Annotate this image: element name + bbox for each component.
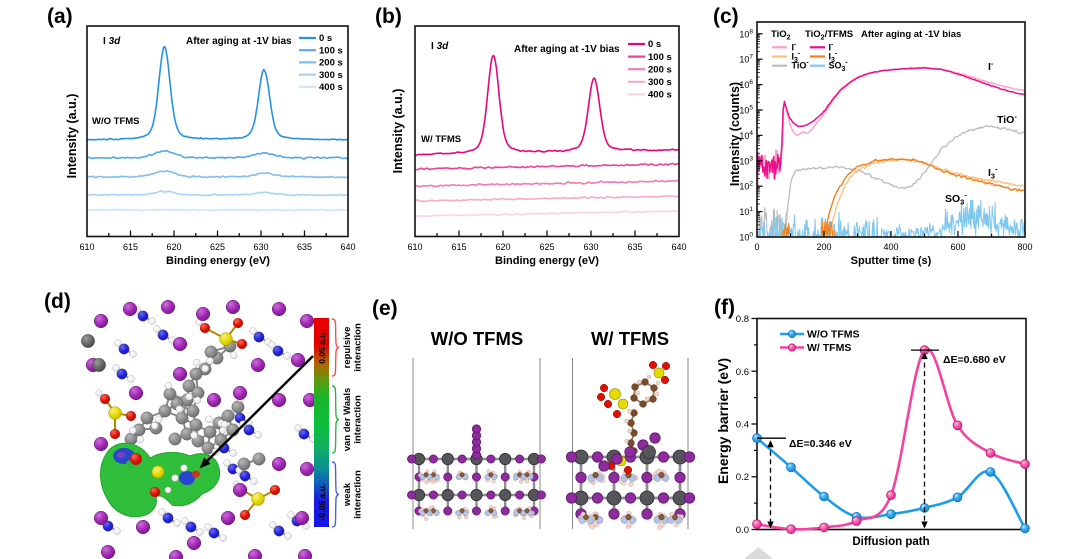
svg-text:Intensity (counts): Intensity (counts) <box>728 82 742 186</box>
svg-text:635: 635 <box>297 242 312 252</box>
svg-text:After aging at -1V bias: After aging at -1V bias <box>514 44 620 55</box>
svg-text:625: 625 <box>210 242 225 252</box>
svg-text:(c): (c) <box>713 5 739 28</box>
svg-text:620: 620 <box>495 242 510 252</box>
svg-text:(d): (d) <box>44 290 71 313</box>
svg-text:ΔE=0.680 eV: ΔE=0.680 eV <box>943 354 1006 366</box>
svg-text:400: 400 <box>883 242 898 252</box>
svg-text:630: 630 <box>583 242 598 252</box>
svg-text:105: 105 <box>739 105 753 116</box>
svg-text:weak: weak <box>342 482 353 507</box>
svg-text:TiO-: TiO- <box>997 112 1017 126</box>
svg-text:0.4: 0.4 <box>736 420 749 431</box>
svg-text:interaction: interaction <box>353 323 364 372</box>
svg-text:101: 101 <box>739 206 753 217</box>
svg-text:400 s: 400 s <box>648 90 672 101</box>
svg-text:0: 0 <box>754 242 759 252</box>
svg-text:I-: I- <box>988 59 994 73</box>
svg-text:(b): (b) <box>375 5 402 28</box>
svg-text:W/O TFMS: W/O TFMS <box>431 328 523 349</box>
svg-text:200 s: 200 s <box>648 64 672 75</box>
svg-text:W/O TFMS: W/O TFMS <box>807 329 860 341</box>
svg-text:0.6: 0.6 <box>736 367 749 378</box>
svg-text:300 s: 300 s <box>648 77 672 88</box>
svg-text:108: 108 <box>739 28 753 39</box>
svg-text:repulsive: repulsive <box>342 327 353 369</box>
svg-text:Intensity (a.u.): Intensity (a.u.) <box>65 94 79 179</box>
svg-text:300 s: 300 s <box>319 70 343 81</box>
svg-text:(a): (a) <box>47 5 73 28</box>
svg-text:102: 102 <box>739 181 753 192</box>
svg-text:106: 106 <box>739 79 753 90</box>
svg-text:640: 640 <box>340 242 355 252</box>
svg-text:200: 200 <box>816 242 831 252</box>
svg-text:200 s: 200 s <box>319 58 343 69</box>
svg-text:100 s: 100 s <box>319 45 343 56</box>
svg-text:635: 635 <box>627 242 642 252</box>
svg-text:W/ TFMS: W/ TFMS <box>421 134 461 145</box>
svg-text:interaction: interaction <box>353 470 364 519</box>
svg-text:615: 615 <box>123 242 138 252</box>
svg-text:I 3d: I 3d <box>431 41 449 52</box>
svg-text:van der Waals: van der Waals <box>342 388 353 452</box>
svg-text:0.8: 0.8 <box>736 314 749 325</box>
svg-text:W/ TFMS: W/ TFMS <box>591 328 669 349</box>
svg-text:SO3-: SO3- <box>945 191 967 207</box>
svg-text:100: 100 <box>739 232 753 243</box>
svg-text:0.05 a.u.: 0.05 a.u. <box>317 330 327 364</box>
svg-text:100 s: 100 s <box>648 52 672 63</box>
svg-text:I3-: I3- <box>988 165 998 181</box>
svg-text:Sputter time (s): Sputter time (s) <box>851 255 932 267</box>
svg-text:Binding energy (eV): Binding energy (eV) <box>495 255 599 267</box>
svg-text:TiO-: TiO- <box>792 60 810 71</box>
svg-text:800: 800 <box>1017 242 1032 252</box>
svg-text:0.2: 0.2 <box>736 472 749 483</box>
svg-text:600: 600 <box>950 242 965 252</box>
svg-text:After aging at -1V bias: After aging at -1V bias <box>861 29 961 40</box>
svg-text:W/ TFMS: W/ TFMS <box>807 342 851 354</box>
svg-text:I3-: I3- <box>792 51 801 65</box>
svg-text:Energy barrier (eV): Energy barrier (eV) <box>715 358 731 484</box>
svg-text:I-: I- <box>829 41 835 52</box>
svg-text:620: 620 <box>166 242 181 252</box>
svg-text:630: 630 <box>253 242 268 252</box>
svg-text:Binding energy (eV): Binding energy (eV) <box>166 255 270 267</box>
svg-text:0 s: 0 s <box>648 39 661 50</box>
svg-text:625: 625 <box>539 242 554 252</box>
svg-text:615: 615 <box>451 242 466 252</box>
svg-text:610: 610 <box>407 242 422 252</box>
svg-text:103: 103 <box>739 155 753 166</box>
svg-text:104: 104 <box>739 130 753 141</box>
svg-text:107: 107 <box>739 54 753 65</box>
svg-text:TiO2/TFMS: TiO2/TFMS <box>805 29 853 42</box>
svg-text:0.0: 0.0 <box>736 525 749 536</box>
svg-text:Diffusion path: Diffusion path <box>852 536 929 548</box>
svg-text:(e): (e) <box>372 297 398 320</box>
svg-text:-0.05 a.u.: -0.05 a.u. <box>317 484 327 520</box>
svg-text:(f): (f) <box>714 296 735 319</box>
svg-text:0 s: 0 s <box>319 33 332 44</box>
svg-text:TiO2: TiO2 <box>771 29 791 42</box>
svg-text:interaction: interaction <box>353 395 364 444</box>
svg-text:400 s: 400 s <box>319 82 343 93</box>
svg-text:610: 610 <box>79 242 94 252</box>
svg-text:ΔE=0.346 eV: ΔE=0.346 eV <box>789 438 852 450</box>
svg-text:I-: I- <box>792 41 798 52</box>
svg-text:After aging at -1V bias: After aging at -1V bias <box>186 36 292 47</box>
svg-text:Intensity (a.u.): Intensity (a.u.) <box>391 89 405 174</box>
svg-text:I 3d: I 3d <box>103 36 121 47</box>
svg-text:640: 640 <box>671 242 686 252</box>
svg-text:I3-: I3- <box>829 51 838 65</box>
svg-text:W/O TFMS: W/O TFMS <box>92 116 140 127</box>
